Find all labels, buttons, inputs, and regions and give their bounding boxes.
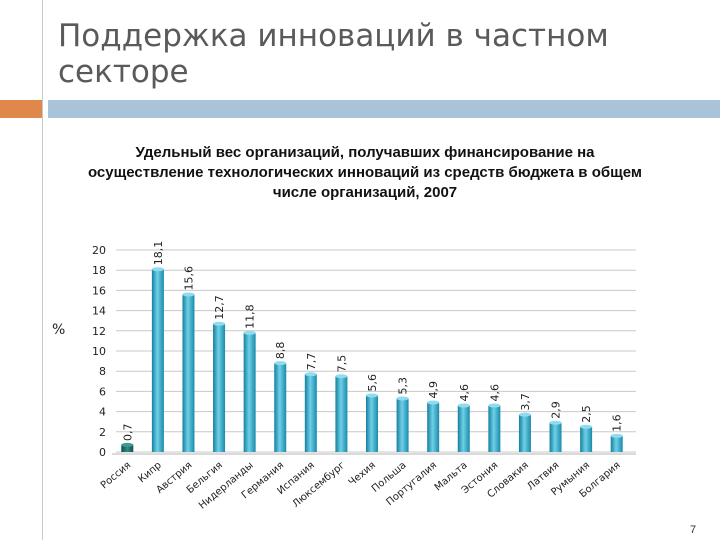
y-axis-unit: %: [52, 322, 66, 338]
bar-cap: [335, 374, 348, 379]
bar-12: [488, 405, 501, 452]
bar-10: [427, 402, 440, 452]
bar-cap: [182, 292, 195, 297]
bar-cap: [610, 433, 623, 438]
value-label: 5,3: [397, 377, 410, 395]
bar-cap: [488, 403, 501, 408]
value-label: 4,9: [427, 381, 440, 399]
bar-cap: [366, 393, 378, 398]
y-tick-label: 18: [92, 264, 106, 277]
value-label: 5,6: [366, 374, 379, 392]
x-tick-labels: Россия КипрАвстрияБельгияНидерландыГерман…: [99, 460, 623, 512]
bar-cap: [518, 412, 531, 417]
y-tick-label: 10: [92, 345, 106, 358]
value-label: 4,6: [458, 384, 471, 402]
y-tick-label: 16: [92, 284, 106, 297]
slide-title: Поддержка инноваций в частном секторе: [58, 18, 609, 90]
value-label: 8,8: [274, 342, 287, 360]
bar-cap: [274, 361, 287, 366]
bar-0: [121, 444, 134, 452]
bar-cap: [396, 396, 409, 401]
bar-5: [274, 363, 287, 452]
gridlines: [112, 249, 636, 455]
bar-cap: [457, 403, 470, 408]
bar-cap: [304, 372, 317, 377]
chart-title: Удельный вес организаций, получавших фин…: [87, 144, 643, 201]
bar-cap: [121, 442, 134, 447]
value-labels: 0,7 18,1 15,6 12,7 11,8 8,8 7,7 7,5 5,6 5,3 4,9 4,6…: [121, 241, 623, 441]
x-tick-label: Люксембург: [291, 460, 348, 510]
bar-1: [151, 269, 164, 452]
bar-13: [518, 414, 531, 452]
x-tick-label: Россия: [99, 460, 133, 491]
page-number: 7: [690, 524, 697, 536]
y-tick-label: 8: [99, 365, 106, 378]
y-tick-label: 0: [99, 446, 106, 459]
value-label: 3,7: [519, 393, 532, 411]
bars: [121, 267, 623, 452]
bar-9: [396, 398, 409, 452]
value-label: 18,1: [152, 241, 165, 266]
bar-cap: [427, 400, 440, 405]
bar-14: [549, 422, 562, 452]
value-label: 2,5: [580, 405, 593, 423]
value-label: 11,8: [244, 304, 257, 329]
bar-8: [366, 395, 378, 452]
bar-4: [243, 332, 256, 452]
value-label: 12,7: [213, 295, 226, 320]
value-label: 7,5: [335, 355, 348, 373]
bar-15: [580, 426, 593, 452]
bar-11: [457, 405, 470, 452]
value-label: 4,6: [488, 384, 501, 402]
bar-cap: [580, 424, 593, 429]
bar-cap: [243, 330, 256, 335]
y-tick-label: 14: [92, 305, 106, 318]
bar-cap: [549, 420, 562, 425]
bar-cap: [213, 321, 226, 326]
left-rule: [42, 0, 43, 540]
bar-3: [213, 323, 226, 452]
value-label: 7,7: [305, 353, 318, 371]
y-tick-label: 12: [92, 325, 106, 338]
y-tick-label: 2: [99, 426, 106, 439]
value-label: 1,6: [611, 414, 624, 432]
accent-bar: [48, 100, 720, 118]
bar-7: [335, 376, 348, 452]
value-label: 15,6: [182, 266, 195, 291]
bar-16: [610, 435, 623, 452]
y-tick-label: 6: [99, 385, 106, 398]
y-tick-label: 4: [99, 406, 106, 419]
y-tick-label: 20: [92, 244, 106, 257]
bar-chart: 0 2 4 6 8 10 12 14 16 18 20 0,7 18,1 15,6 12,7 11,8 8,8…: [92, 241, 636, 512]
x-tick-label: Кипр: [136, 460, 163, 485]
bar-cap: [151, 267, 164, 272]
bar-2: [182, 294, 195, 452]
bar-6: [304, 374, 317, 452]
accent-block: [0, 100, 42, 118]
value-label: 0,7: [121, 423, 134, 441]
y-tick-labels: 0 2 4 6 8 10 12 14 16 18 20: [92, 244, 106, 459]
value-label: 2,9: [550, 401, 563, 419]
